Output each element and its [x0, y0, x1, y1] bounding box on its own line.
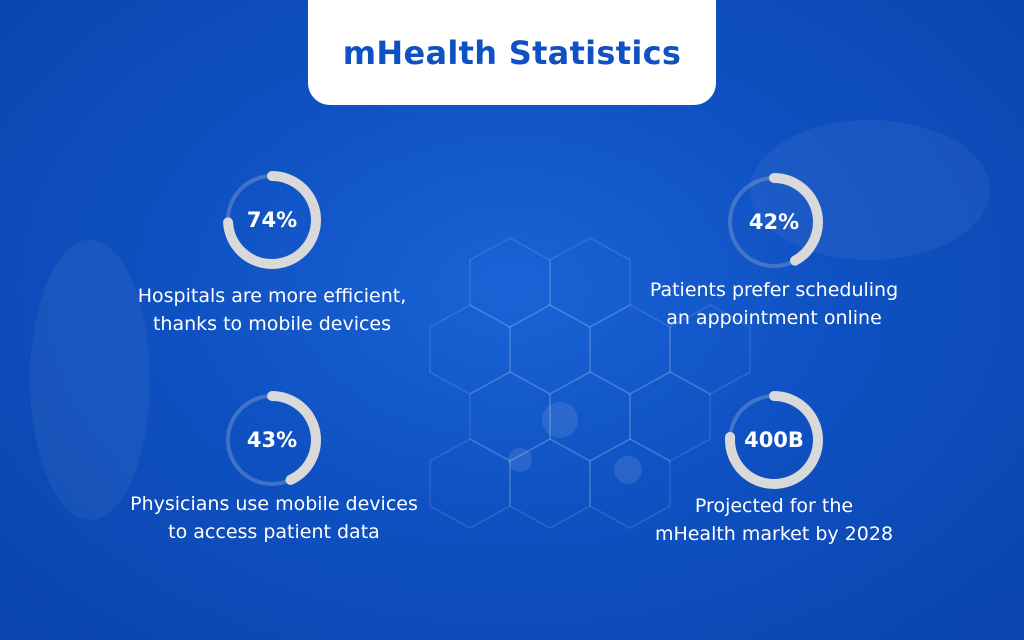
stat-label-line: Physicians use mobile devices	[130, 493, 418, 515]
stat-label-line: Patients prefer scheduling	[649, 279, 899, 301]
stat-label-line: thanks to mobile devices	[152, 313, 392, 335]
title-card: mHealth Statistics	[308, 0, 716, 105]
stat-label-hospitals: Hospitals are more efficient, thanks to …	[96, 282, 448, 338]
stat-label-physicians: Physicians use mobile devices to access …	[96, 490, 452, 546]
stat-value-hospitals: 74%	[246, 208, 298, 232]
stat-value-patients: 42%	[748, 210, 800, 234]
stat-ring-market	[725, 391, 823, 489]
page-title: mHealth Statistics	[342, 33, 682, 72]
stat-label-line: to access patient data	[168, 521, 380, 543]
stat-label-line: an appointment online	[666, 307, 882, 329]
stat-ring-patients	[725, 173, 823, 271]
stat-label-line: Hospitals are more efficient,	[137, 285, 407, 307]
stat-value-market: 400B	[744, 428, 804, 452]
stat-ring-physicians	[223, 391, 321, 489]
stat-label-patients: Patients prefer scheduling an appointmen…	[596, 276, 952, 332]
stat-label-line: Projected for the	[694, 495, 854, 517]
stat-label-line: mHealth market by 2028	[654, 523, 894, 545]
stat-label-market: Projected for the mHealth market by 2028	[596, 492, 952, 548]
stat-ring-hospitals	[223, 171, 321, 269]
stat-value-physicians: 43%	[246, 428, 298, 452]
